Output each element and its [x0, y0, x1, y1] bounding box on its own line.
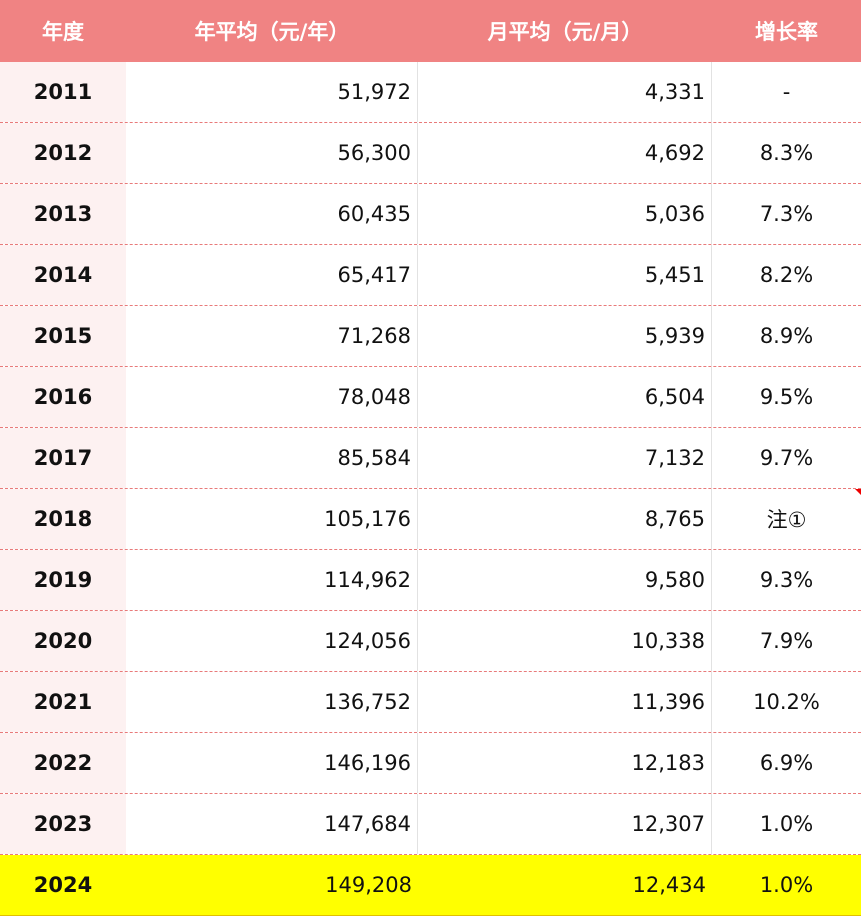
year-cell[interactable]: 2023	[0, 794, 126, 854]
growth-cell[interactable]: 9.7%	[759, 446, 814, 470]
growth-cell[interactable]: 8.3%	[759, 141, 814, 165]
table-row: 2011 51,972 4,331 -	[0, 62, 861, 123]
annual-cell[interactable]: 65,417	[126, 245, 418, 305]
year-cell[interactable]: 2019	[0, 550, 126, 610]
growth-cell[interactable]: 7.9%	[759, 629, 814, 653]
monthly-cell[interactable]: 4,331	[418, 62, 712, 122]
monthly-cell[interactable]: 10,338	[418, 611, 712, 671]
year-cell[interactable]: 2024	[0, 855, 126, 915]
monthly-cell[interactable]: 12,307	[418, 794, 712, 854]
monthly-cell[interactable]: 12,183	[418, 733, 712, 793]
monthly-cell[interactable]: 7,132	[418, 428, 712, 488]
growth-cell[interactable]: 10.2%	[753, 690, 820, 714]
annual-cell[interactable]: 147,684	[126, 794, 418, 854]
year-cell[interactable]: 2011	[0, 62, 126, 122]
annual-cell[interactable]: 124,056	[126, 611, 418, 671]
growth-cell[interactable]: -	[782, 80, 791, 104]
year-cell[interactable]: 2022	[0, 733, 126, 793]
annual-cell[interactable]: 114,962	[126, 550, 418, 610]
monthly-cell[interactable]: 5,451	[418, 245, 712, 305]
annual-cell[interactable]: 85,584	[126, 428, 418, 488]
table-row: 2013 60,435 5,036 7.3%	[0, 184, 861, 245]
table-row: 2020 124,056 10,338 7.9%	[0, 611, 861, 672]
year-cell[interactable]: 2018	[0, 489, 126, 549]
growth-cell[interactable]: 8.9%	[759, 324, 814, 348]
monthly-cell[interactable]: 12,434	[418, 855, 712, 915]
table-row: 2021 136,752 11,396 10.2%	[0, 672, 861, 733]
annual-cell[interactable]: 146,196	[126, 733, 418, 793]
header-annual: 年平均（元/年）	[194, 20, 350, 44]
annual-cell[interactable]: 60,435	[126, 184, 418, 244]
year-cell[interactable]: 2013	[0, 184, 126, 244]
table-row: 2015 71,268 5,939 8.9%	[0, 306, 861, 367]
monthly-cell[interactable]: 6,504	[418, 367, 712, 427]
header-year: 年度	[42, 20, 84, 44]
annual-cell[interactable]: 71,268	[126, 306, 418, 366]
growth-cell[interactable]: 1.0%	[712, 855, 861, 915]
year-cell[interactable]: 2015	[0, 306, 126, 366]
growth-cell[interactable]: 7.3%	[759, 202, 814, 226]
comment-indicator-icon[interactable]	[855, 489, 861, 495]
table-row: 2024 149,208 12,434 1.0%	[0, 855, 861, 916]
annual-cell[interactable]: 136,752	[126, 672, 418, 732]
year-cell[interactable]: 2012	[0, 123, 126, 183]
monthly-cell[interactable]: 8,765	[418, 489, 712, 549]
growth-cell[interactable]: 8.2%	[759, 263, 814, 287]
annual-cell[interactable]: 105,176	[126, 489, 418, 549]
table-row: 2022 146,196 12,183 6.9%	[0, 733, 861, 794]
growth-cell[interactable]: 6.9%	[759, 751, 814, 775]
table-row: 2016 78,048 6,504 9.5%	[0, 367, 861, 428]
table-row: 2014 65,417 5,451 8.2%	[0, 245, 861, 306]
table-header: 年度 年平均（元/年） 月平均（元/月） 增长率	[0, 0, 861, 62]
growth-cell[interactable]: 1.0%	[759, 812, 814, 836]
table-row: 2012 56,300 4,692 8.3%	[0, 123, 861, 184]
monthly-cell[interactable]: 5,036	[418, 184, 712, 244]
annual-cell[interactable]: 149,208	[126, 855, 418, 915]
year-cell[interactable]: 2021	[0, 672, 126, 732]
year-cell[interactable]: 2020	[0, 611, 126, 671]
annual-cell[interactable]: 78,048	[126, 367, 418, 427]
year-cell[interactable]: 2016	[0, 367, 126, 427]
table-row: 2017 85,584 7,132 9.7%	[0, 428, 861, 489]
monthly-cell[interactable]: 11,396	[418, 672, 712, 732]
growth-cell[interactable]: 注①	[712, 489, 861, 549]
monthly-cell[interactable]: 4,692	[418, 123, 712, 183]
table-row: 2023 147,684 12,307 1.0%	[0, 794, 861, 855]
year-cell[interactable]: 2017	[0, 428, 126, 488]
annual-cell[interactable]: 56,300	[126, 123, 418, 183]
year-cell[interactable]: 2014	[0, 245, 126, 305]
growth-cell[interactable]: 9.3%	[759, 568, 814, 592]
annual-cell[interactable]: 51,972	[126, 62, 418, 122]
growth-cell[interactable]: 9.5%	[759, 385, 814, 409]
monthly-cell[interactable]: 5,939	[418, 306, 712, 366]
header-monthly: 月平均（元/月）	[487, 20, 643, 44]
header-growth: 增长率	[755, 20, 818, 44]
table-row: 2018 105,176 8,765 注①	[0, 489, 861, 550]
monthly-cell[interactable]: 9,580	[418, 550, 712, 610]
table-row: 2019 114,962 9,580 9.3%	[0, 550, 861, 611]
